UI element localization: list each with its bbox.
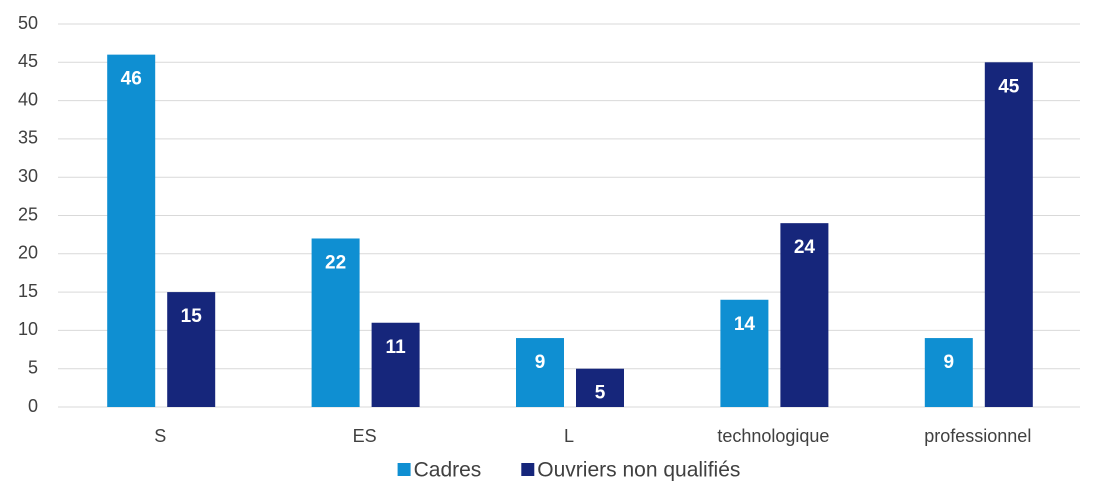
legend-label: Ouvriers non qualifiés [537,459,740,482]
x-tick-label: technologique [717,426,829,446]
y-tick-label: 10 [18,319,38,339]
data-label: 5 [595,383,606,404]
y-tick-label: 35 [18,128,38,148]
y-tick-label: 40 [18,89,38,109]
data-label: 46 [121,69,142,90]
y-tick-label: 5 [28,357,38,377]
data-label: 11 [386,337,407,358]
bar [576,368,624,407]
legend-label: Cadres [414,459,482,482]
x-tick-label: L [564,426,574,446]
y-tick-label: 0 [28,396,38,416]
y-tick-label: 20 [18,243,38,263]
data-label: 9 [535,352,546,373]
x-tick-label: professionnel [924,426,1031,446]
bar [311,238,360,407]
data-label: 9 [944,352,955,373]
data-label: 22 [325,252,346,273]
y-tick-label: 25 [18,204,38,224]
legend-swatch [521,463,535,476]
bar [984,62,1033,408]
bar [516,338,564,407]
y-tick-label: 15 [18,281,38,301]
data-label: 45 [998,76,1020,97]
bar [924,338,973,407]
bar [167,292,216,407]
data-label: 15 [181,306,203,327]
y-tick-label: 45 [18,51,38,71]
data-label: 24 [794,237,816,258]
y-tick-label: 30 [18,166,38,186]
y-tick-label: 50 [18,13,38,33]
x-tick-label: S [154,426,166,446]
bar [371,322,420,407]
legend-swatch [397,463,411,476]
bar [107,54,156,407]
x-tick-label: ES [353,426,377,446]
data-label: 14 [734,314,756,335]
bar [720,299,769,407]
bar [780,223,829,407]
